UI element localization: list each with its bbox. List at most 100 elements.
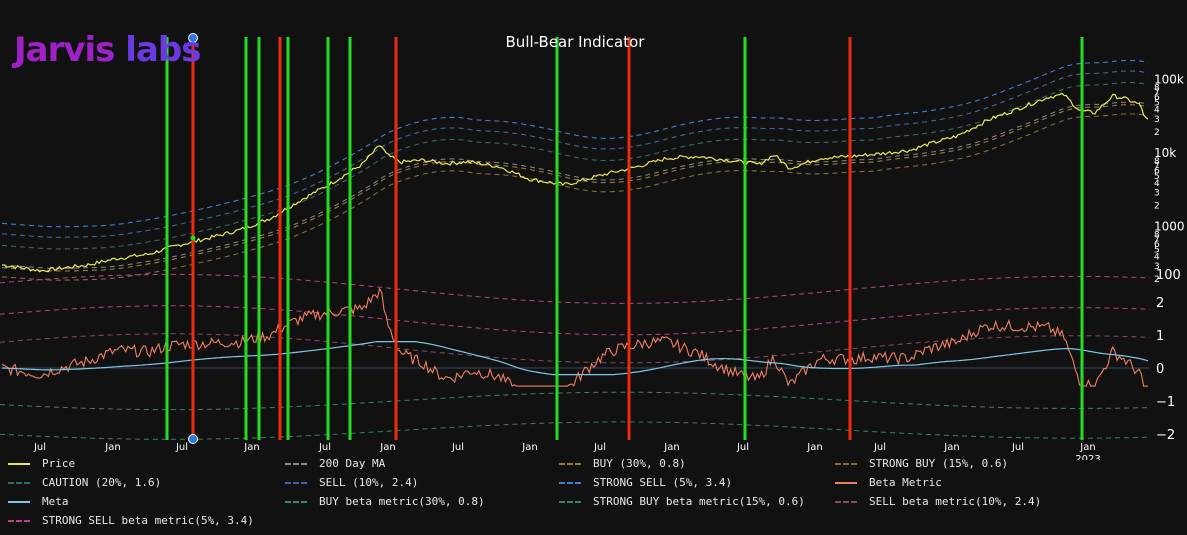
- metric-tick-label: 100: [1156, 268, 1181, 283]
- legend-swatch: [835, 481, 857, 484]
- legend-item[interactable]: STRONG SELL (5%, 3.4): [559, 476, 732, 489]
- x-tick-label: Jul: [318, 442, 331, 453]
- price-tick-label: 4: [1154, 253, 1160, 263]
- chart-canvas: Jul Jan Jul Jan Jul Jan Jul Jan Jul Jan Jul Jan Jul J…: [0, 33, 1185, 460]
- legend-item[interactable]: Price: [8, 457, 75, 470]
- price-tick-label: 10k: [1154, 146, 1176, 160]
- beta-band-line: [0, 305, 1151, 336]
- legend-label: Price: [42, 457, 76, 470]
- legend-swatch: [559, 500, 581, 503]
- price-tick-label: 5: [1154, 99, 1160, 109]
- legend-label: STRONG BUY (15%, 0.6): [869, 457, 1009, 470]
- x-tick-label-year: 2023: [1075, 454, 1100, 460]
- legend-swatch: [8, 481, 30, 484]
- legend-item[interactable]: Meta: [8, 495, 69, 508]
- price-tick-label: 6: [1154, 93, 1160, 103]
- price-tick-label: 5: [1154, 172, 1160, 182]
- price-tick-label: 8: [1154, 84, 1160, 94]
- price-tick-label: 2: [1154, 201, 1160, 211]
- x-tick-label: Jan: [943, 442, 959, 453]
- x-tick-label: Jan: [243, 442, 259, 453]
- caution-band-line: [1, 82, 1149, 250]
- legend-item[interactable]: BUY (30%, 0.8): [559, 457, 686, 470]
- x-tick-label: Jul: [593, 442, 606, 453]
- legend-swatch: [559, 462, 581, 465]
- price-tick-label: 3: [1154, 262, 1160, 272]
- metric-tick-label: −2: [1156, 428, 1175, 443]
- strong-buy-band-line: [1, 113, 1149, 281]
- legend-swatch: [285, 462, 307, 465]
- price-tick-label: 3: [1154, 188, 1160, 198]
- legend-swatch: [559, 481, 581, 484]
- metric-tick-label: 1: [1156, 329, 1164, 344]
- price-tick-label: 100k: [1154, 73, 1184, 87]
- price-tick-label: 7: [1154, 235, 1160, 245]
- cursor-point: [190, 235, 196, 241]
- price-tick-label: 2: [1154, 275, 1160, 285]
- price-tick-label: 8: [1154, 157, 1160, 167]
- beta-band-line: [0, 273, 1151, 304]
- metric-tick-label: −1: [1156, 395, 1175, 410]
- x-tick-label: Jan: [379, 442, 395, 453]
- price-tick-label: 4: [1154, 179, 1160, 189]
- x-tick-label: Jul: [873, 442, 886, 453]
- cursor-marker-bottom: [188, 434, 198, 444]
- price-tick-label: 8: [1154, 231, 1160, 241]
- x-tick-label: Jan: [1079, 442, 1095, 453]
- legend-label: Beta Metric: [869, 476, 942, 489]
- legend-swatch: [8, 462, 30, 465]
- legend-item[interactable]: BUY beta metric(30%, 0.8): [285, 495, 485, 508]
- legend-label: BUY beta metric(30%, 0.8): [319, 495, 485, 508]
- x-tick-label: Jul: [175, 442, 188, 453]
- legend-item[interactable]: SELL (10%, 2.4): [285, 476, 418, 489]
- legend-item[interactable]: STRONG BUY (15%, 0.6): [835, 457, 1008, 470]
- legend-swatch: [8, 500, 30, 503]
- price-tick-label: 7: [1154, 88, 1160, 98]
- x-tick-label: Jul: [736, 442, 749, 453]
- legend-item[interactable]: Beta Metric: [835, 476, 942, 489]
- price-tick-label: 3: [1154, 115, 1160, 125]
- x-tick-label: Jul: [1011, 442, 1024, 453]
- cursor-marker-top: [188, 33, 198, 43]
- x-tick-label: Jan: [806, 442, 822, 453]
- legend-swatch: [285, 500, 307, 503]
- legend-item[interactable]: SELL beta metric(10%, 2.4): [835, 495, 1041, 508]
- price-tick-label: 6: [1154, 166, 1160, 176]
- legend-label: CAUTION (20%, 1.6): [42, 476, 162, 489]
- legend-label: SELL beta metric(10%, 2.4): [869, 495, 1042, 508]
- legend-label: Meta: [42, 495, 69, 508]
- price-tick-label: 2: [1154, 128, 1160, 138]
- chart-title: Bull-Bear Indicator: [505, 33, 645, 51]
- legend-label: BUY (30%, 0.8): [593, 457, 686, 470]
- legend-item[interactable]: 200 Day MA: [285, 457, 385, 470]
- legend-swatch: [835, 500, 857, 503]
- legend-label: STRONG BUY beta metric(15%, 0.6): [593, 495, 805, 508]
- metric-tick-label: 0: [1156, 362, 1164, 377]
- x-tick-label: Jan: [663, 442, 679, 453]
- legend-swatch: [835, 462, 857, 465]
- x-tick-label: Jan: [521, 442, 537, 453]
- legend-swatch: [8, 519, 30, 522]
- price-tick-label: 4: [1154, 106, 1160, 116]
- legend-item[interactable]: CAUTION (20%, 1.6): [8, 476, 161, 489]
- price-tick-label: 5: [1154, 246, 1160, 256]
- metric-tick-label: 2: [1156, 296, 1164, 311]
- beta-band-line: [0, 391, 1151, 411]
- beta-metric-line: [1, 287, 1148, 387]
- chart-legend: Price 200 Day MA BUY (30%, 0.8) STRONG BUY …: [8, 457, 1187, 535]
- legend-label: STRONG SELL beta metric(5%, 3.4): [42, 514, 254, 527]
- beta-band-line: [0, 421, 1151, 440]
- strong-sell-band-line: [1, 59, 1149, 228]
- jarvis-labs-logo: Jarvis labs: [14, 30, 201, 70]
- x-tick-label: Jul: [451, 442, 464, 453]
- price-tick-label: 6: [1154, 240, 1160, 250]
- legend-label: STRONG SELL (5%, 3.4): [593, 476, 733, 489]
- x-tick-label: Jul: [33, 442, 46, 453]
- legend-label: SELL (10%, 2.4): [319, 476, 419, 489]
- legend-swatch: [285, 481, 307, 484]
- price-line: [2, 92, 1149, 273]
- legend-item[interactable]: STRONG SELL beta metric(5%, 3.4): [8, 514, 254, 527]
- x-tick-label: Jan: [104, 442, 120, 453]
- legend-item[interactable]: STRONG BUY beta metric(15%, 0.6): [559, 495, 805, 508]
- legend-label: 200 Day MA: [319, 457, 386, 470]
